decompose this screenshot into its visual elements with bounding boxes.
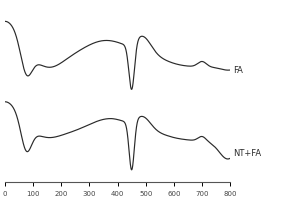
Text: NT+FA: NT+FA (233, 149, 261, 158)
Text: FA: FA (233, 66, 243, 75)
